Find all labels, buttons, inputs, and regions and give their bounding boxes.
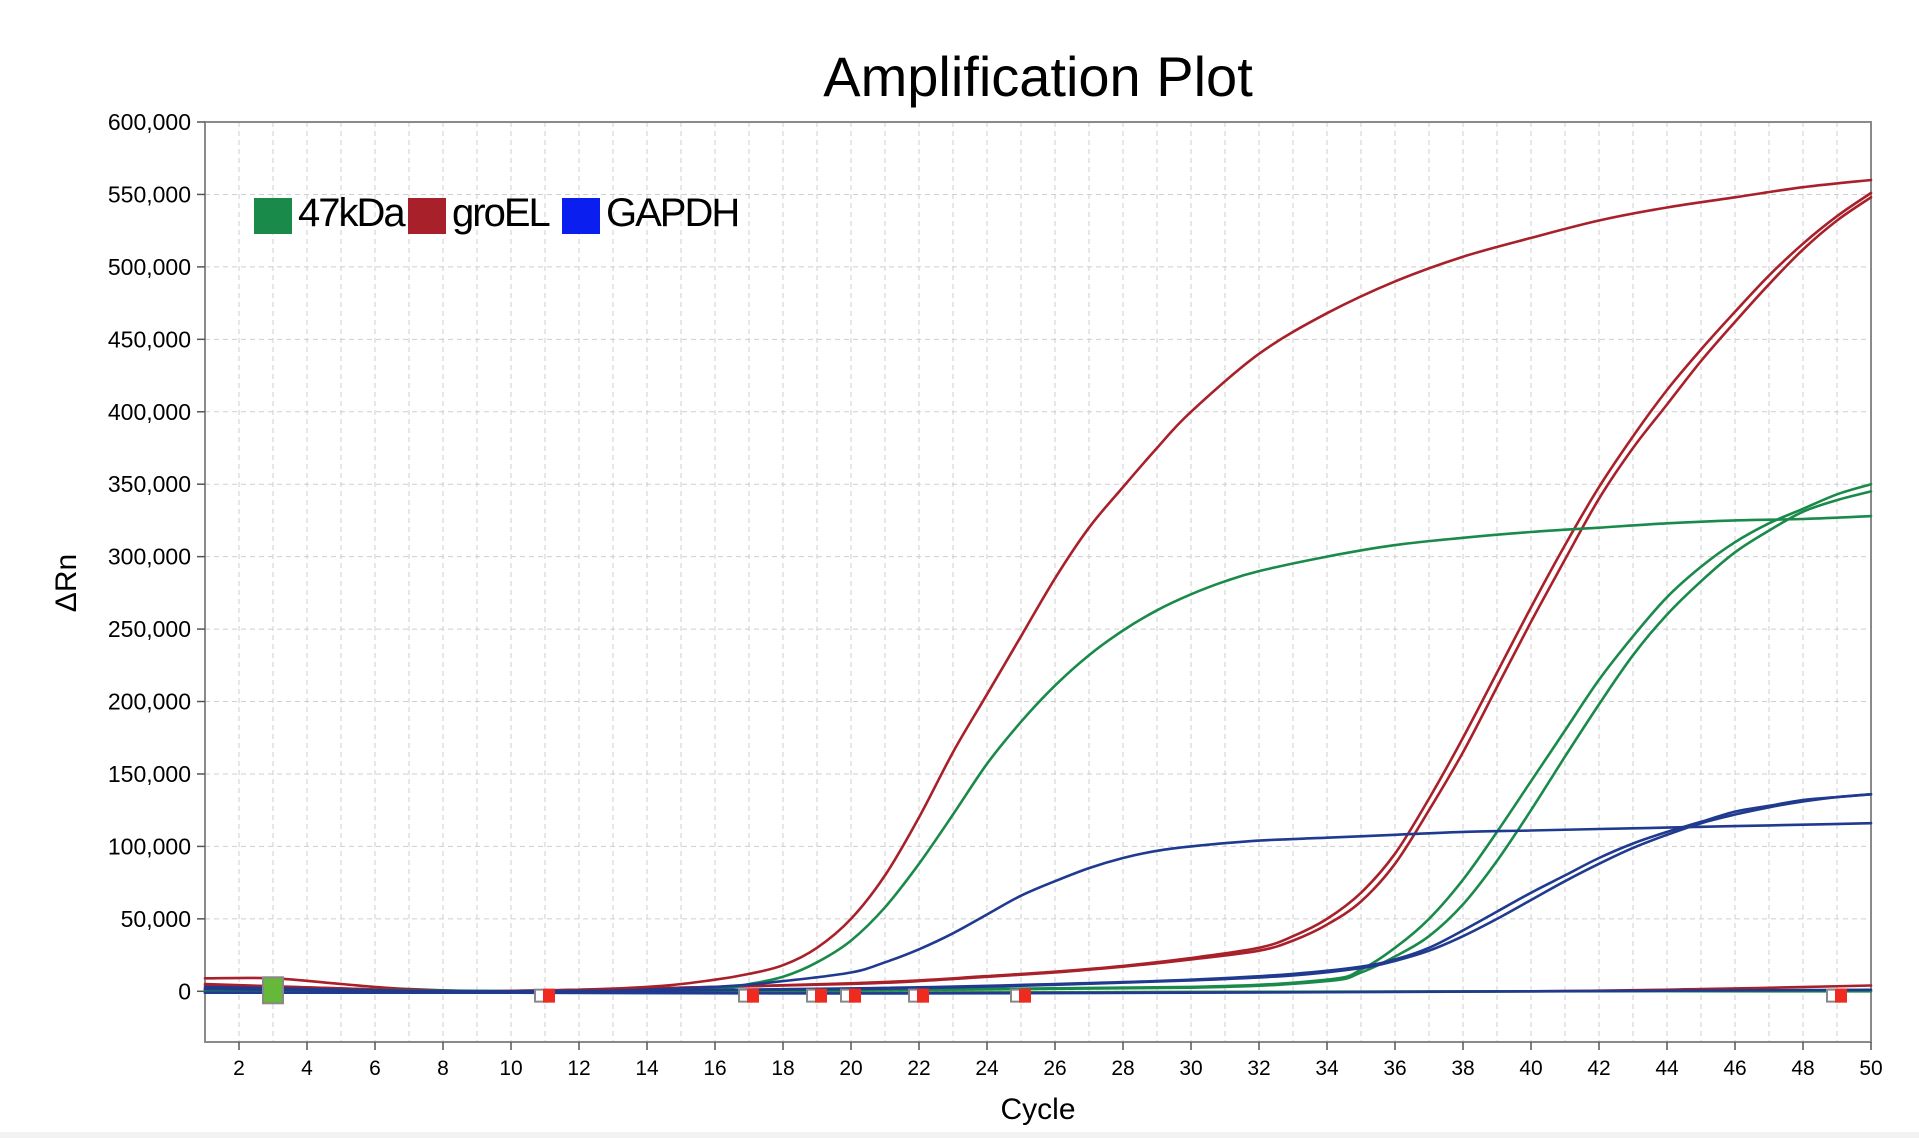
threshold-marker [815, 988, 827, 1003]
x-tick-label: 16 [703, 1057, 726, 1080]
y-tick-label: 250,000 [108, 616, 191, 642]
x-tick-label: 38 [1451, 1057, 1474, 1080]
x-tick-label: 24 [975, 1057, 999, 1080]
threshold-marker [543, 988, 555, 1003]
x-tick-label: 40 [1519, 1057, 1542, 1080]
x-tick-label: 50 [1859, 1057, 1882, 1080]
x-tick-labels: 2 4 6 8 10 12 14 16 18 20 22 24 26 28 30 32 34 36 38 40 42 44… [233, 1042, 1883, 1080]
y-axis-label: ΔRn [50, 554, 83, 612]
x-tick-label: 26 [1043, 1057, 1066, 1080]
x-tick-label: 2 [233, 1057, 245, 1080]
threshold-marker [917, 988, 929, 1003]
start-marker [262, 976, 284, 1005]
x-tick-label: 42 [1587, 1057, 1610, 1080]
legend-label-gapdh: GAPDH [606, 191, 738, 235]
plot-border [204, 121, 1872, 1043]
y-tick-label: 450,000 [108, 326, 191, 352]
y-tick-label: 550,000 [108, 181, 191, 207]
y-tick-label: 300,000 [108, 544, 191, 570]
grid-lines [204, 121, 1872, 1042]
x-tick-label: 28 [1111, 1057, 1134, 1080]
x-tick-label: 6 [369, 1057, 381, 1080]
x-tick-label: 18 [771, 1057, 794, 1080]
series-line-gapdh-8 [203, 821, 1873, 994]
threshold-marker [1019, 988, 1031, 1003]
legend-swatch-47kda [254, 198, 292, 234]
x-tick-label: 46 [1723, 1057, 1746, 1080]
y-tick-label: 0 [178, 978, 191, 1004]
legend-label-groel: groEL [452, 191, 549, 235]
threshold-marker [1835, 988, 1847, 1003]
threshold-marker [849, 988, 861, 1003]
y-tick-label: 600,000 [108, 109, 191, 135]
threshold-marker [747, 988, 759, 1003]
x-tick-label: 10 [499, 1057, 522, 1080]
y-tick-label: 200,000 [108, 689, 191, 715]
chart-title: Amplification Plot [823, 45, 1253, 108]
x-tick-label: 44 [1655, 1057, 1679, 1080]
legend: 47kDa groEL GAPDH [254, 191, 740, 235]
bottom-strip [0, 1132, 1919, 1138]
y-tick-label: 400,000 [108, 399, 191, 425]
y-tick-labels: 0 50,000 100,000 150,000 200,000 250,000 300,0… [108, 109, 205, 1004]
x-tick-label: 20 [839, 1057, 862, 1080]
y-tick-label: 150,000 [108, 761, 191, 787]
x-tick-label: 22 [907, 1057, 930, 1080]
x-tick-label: 12 [567, 1057, 590, 1080]
x-tick-label: 34 [1315, 1057, 1339, 1080]
x-tick-label: 30 [1179, 1057, 1202, 1080]
markers-group [262, 976, 1847, 1005]
legend-swatch-gapdh [562, 198, 600, 234]
x-tick-label: 14 [635, 1057, 659, 1080]
y-tick-label: 100,000 [108, 833, 191, 859]
legend-swatch-groel [408, 198, 446, 234]
plot-area [205, 122, 1871, 1042]
x-tick-label: 32 [1247, 1057, 1270, 1080]
legend-label-47kda: 47kDa [298, 191, 406, 235]
x-tick-label: 36 [1383, 1057, 1406, 1080]
x-tick-label: 48 [1791, 1057, 1814, 1080]
x-tick-label: 8 [437, 1057, 449, 1080]
x-axis-label: Cycle [1000, 1093, 1075, 1126]
y-tick-label: 50,000 [121, 906, 191, 932]
y-tick-label: 500,000 [108, 254, 191, 280]
x-tick-label: 4 [301, 1057, 313, 1080]
y-tick-label: 350,000 [108, 471, 191, 497]
